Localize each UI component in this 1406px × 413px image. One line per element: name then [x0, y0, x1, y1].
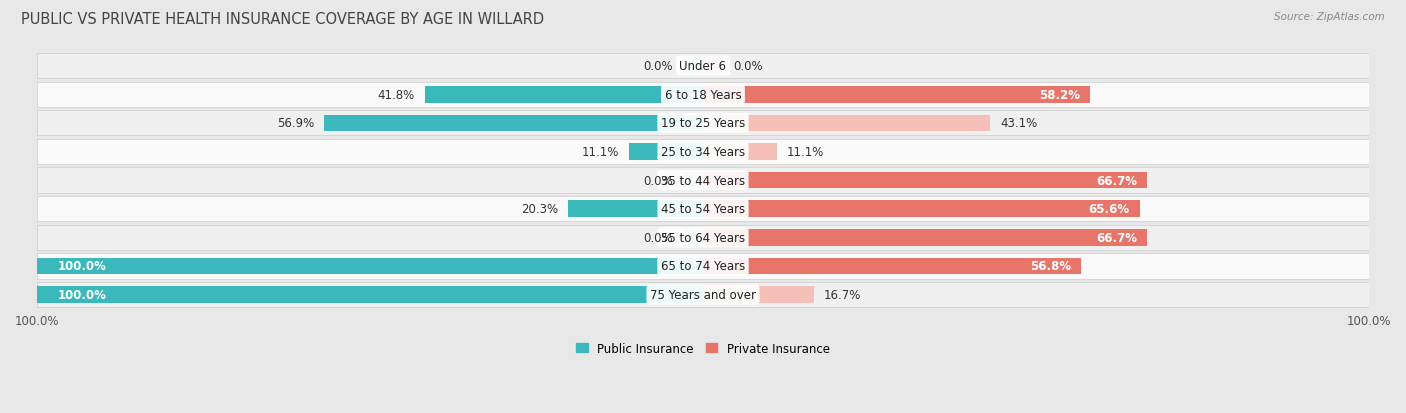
Text: PUBLIC VS PRIVATE HEALTH INSURANCE COVERAGE BY AGE IN WILLARD: PUBLIC VS PRIVATE HEALTH INSURANCE COVER…: [21, 12, 544, 27]
Text: 11.1%: 11.1%: [787, 146, 824, 159]
Bar: [683, 230, 703, 246]
Text: 19 to 25 Years: 19 to 25 Years: [661, 117, 745, 130]
Bar: [703, 144, 778, 160]
Text: 43.1%: 43.1%: [1000, 117, 1038, 130]
Bar: [37, 140, 1369, 165]
Bar: [703, 87, 1091, 103]
Bar: [37, 225, 1369, 250]
Text: 75 Years and over: 75 Years and over: [650, 288, 756, 301]
Text: 58.2%: 58.2%: [1039, 88, 1080, 102]
Text: 56.8%: 56.8%: [1031, 260, 1071, 273]
Bar: [703, 115, 990, 132]
Bar: [568, 201, 703, 218]
Text: 25 to 34 Years: 25 to 34 Years: [661, 146, 745, 159]
Bar: [37, 168, 1369, 193]
Text: 100.0%: 100.0%: [58, 260, 105, 273]
Text: 65.6%: 65.6%: [1088, 203, 1130, 216]
Bar: [683, 58, 703, 75]
Text: Under 6: Under 6: [679, 60, 727, 73]
Text: 100.0%: 100.0%: [58, 288, 105, 301]
Bar: [37, 287, 703, 303]
Legend: Public Insurance, Private Insurance: Public Insurance, Private Insurance: [571, 337, 835, 360]
Bar: [425, 87, 703, 103]
Bar: [37, 83, 1369, 107]
Bar: [703, 258, 1081, 275]
Text: 55 to 64 Years: 55 to 64 Years: [661, 231, 745, 244]
Bar: [37, 54, 1369, 79]
Bar: [628, 144, 703, 160]
Bar: [325, 115, 703, 132]
Text: 66.7%: 66.7%: [1097, 174, 1137, 187]
Bar: [703, 172, 1147, 189]
Text: 41.8%: 41.8%: [377, 88, 415, 102]
Text: Source: ZipAtlas.com: Source: ZipAtlas.com: [1274, 12, 1385, 22]
Bar: [703, 230, 1147, 246]
Bar: [703, 287, 814, 303]
Text: 6 to 18 Years: 6 to 18 Years: [665, 88, 741, 102]
Text: 65 to 74 Years: 65 to 74 Years: [661, 260, 745, 273]
Bar: [683, 172, 703, 189]
Text: 66.7%: 66.7%: [1097, 231, 1137, 244]
Text: 35 to 44 Years: 35 to 44 Years: [661, 174, 745, 187]
Text: 11.1%: 11.1%: [582, 146, 619, 159]
Text: 0.0%: 0.0%: [644, 174, 673, 187]
Bar: [37, 197, 1369, 222]
Bar: [37, 111, 1369, 136]
Text: 20.3%: 20.3%: [520, 203, 558, 216]
Bar: [37, 258, 703, 275]
Text: 56.9%: 56.9%: [277, 117, 314, 130]
Text: 45 to 54 Years: 45 to 54 Years: [661, 203, 745, 216]
Bar: [37, 254, 1369, 279]
Text: 0.0%: 0.0%: [644, 231, 673, 244]
Bar: [37, 282, 1369, 307]
Text: 16.7%: 16.7%: [824, 288, 862, 301]
Text: 0.0%: 0.0%: [644, 60, 673, 73]
Bar: [703, 58, 723, 75]
Bar: [703, 201, 1140, 218]
Text: 0.0%: 0.0%: [733, 60, 762, 73]
